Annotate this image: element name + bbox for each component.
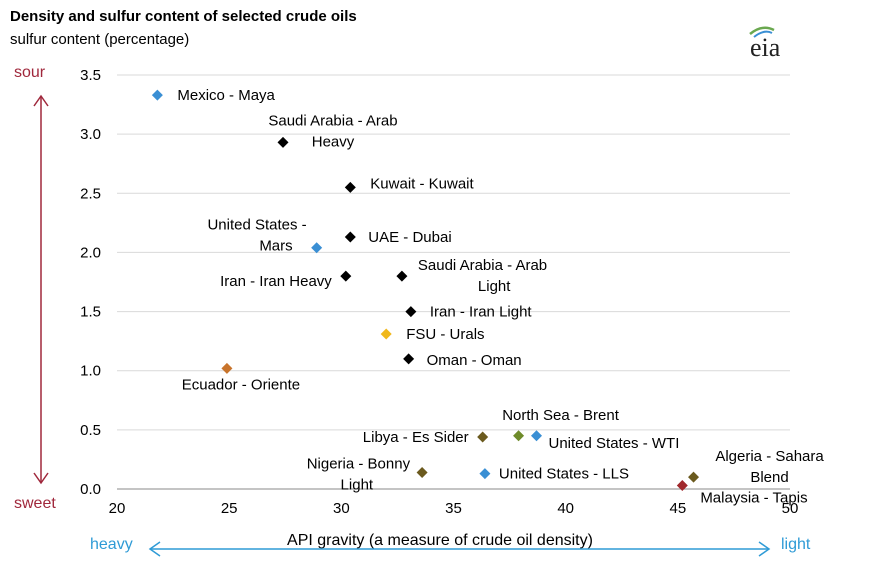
sweet-label: sweet bbox=[14, 495, 56, 512]
point-label-libya-es-sider: Libya - Es Sider bbox=[363, 429, 469, 446]
y-tick-label: 3.5 bbox=[80, 67, 101, 84]
eia-logo: eia bbox=[749, 26, 781, 62]
chart-subtitle: sulfur content (percentage) bbox=[10, 31, 190, 48]
eia-logo-text: eia bbox=[750, 33, 781, 62]
point-united-states-mars bbox=[311, 242, 323, 254]
arrow-down-icon bbox=[33, 472, 49, 485]
point-label-malaysia-tapis: Malaysia - Tapis bbox=[700, 489, 807, 506]
y-tick-label: 1.0 bbox=[80, 363, 101, 380]
point-label-saudi-arabia-arab-light: Saudi Arabia - Arab Light bbox=[418, 257, 547, 295]
point-label-nigeria-bonny-light: Nigeria - Bonny Light bbox=[307, 455, 411, 493]
x-tick-label: 50 bbox=[782, 500, 799, 517]
chart-title: Density and sulfur content of selected c… bbox=[10, 8, 357, 25]
point-label-iran-iran-heavy: Iran - Iran Heavy bbox=[220, 273, 332, 290]
point-label-ecuador-oriente: Ecuador - Oriente bbox=[182, 376, 300, 393]
point-label-kuwait-kuwait: Kuwait - Kuwait bbox=[370, 175, 474, 192]
point-label-fsu-urals: FSU - Urals bbox=[406, 326, 484, 343]
point-kuwait-kuwait bbox=[344, 181, 356, 193]
point-label-uae-dubai: UAE - Dubai bbox=[368, 229, 451, 246]
light-label: light bbox=[781, 536, 811, 553]
point-mexico-maya bbox=[151, 89, 163, 101]
point-libya-es-sider bbox=[477, 431, 489, 443]
point-label-saudi-arabia-arab-heavy: Saudi Arabia - Arab Heavy bbox=[268, 112, 397, 150]
point-label-united-states-wti: United States - WTI bbox=[549, 435, 680, 452]
heavy-label: heavy bbox=[90, 536, 133, 553]
point-iran-iran-heavy bbox=[340, 270, 352, 282]
x-tick-label: 20 bbox=[109, 500, 126, 517]
arrow-right-icon bbox=[758, 541, 771, 557]
point-nigeria-bonny-light bbox=[416, 466, 428, 478]
point-fsu-urals bbox=[380, 328, 392, 340]
point-label-oman-oman: Oman - Oman bbox=[427, 352, 522, 369]
point-malaysia-tapis bbox=[676, 479, 688, 491]
point-saudi-arabia-arab-light bbox=[396, 270, 408, 282]
y-tick-label: 2.0 bbox=[80, 244, 101, 261]
point-label-algeria-sahara-blend: Algeria - Sahara Blend bbox=[715, 448, 824, 486]
y-tick-label: 2.5 bbox=[80, 185, 101, 202]
point-label-united-states-mars: United States -Mars bbox=[207, 217, 306, 255]
point-oman-oman bbox=[403, 353, 415, 365]
point-uae-dubai bbox=[344, 231, 356, 243]
arrow-up-icon bbox=[33, 94, 49, 107]
point-ecuador-oriente bbox=[221, 362, 233, 374]
point-label-north-sea-brent: North Sea - Brent bbox=[502, 407, 620, 424]
point-label-united-states-lls: United States - LLS bbox=[499, 466, 629, 483]
x-tick-label: 25 bbox=[221, 500, 238, 517]
point-label-iran-iran-light: Iran - Iran Light bbox=[430, 304, 533, 321]
point-label-mexico-maya: Mexico - Maya bbox=[177, 87, 275, 104]
y-tick-label: 3.0 bbox=[80, 126, 101, 143]
x-axis-title: API gravity (a measure of crude oil dens… bbox=[287, 532, 593, 549]
y-tick-label: 0.0 bbox=[80, 481, 101, 498]
point-united-states-lls bbox=[479, 468, 491, 480]
y-tick-label: 0.5 bbox=[80, 422, 101, 439]
sour-label: sour bbox=[14, 64, 46, 81]
point-algeria-sahara-blend bbox=[688, 471, 700, 483]
point-iran-iran-light bbox=[405, 306, 417, 318]
x-tick-label: 45 bbox=[669, 500, 686, 517]
point-north-sea-brent bbox=[513, 430, 525, 442]
x-tick-label: 40 bbox=[557, 500, 574, 517]
x-tick-label: 35 bbox=[445, 500, 462, 517]
point-saudi-arabia-arab-heavy bbox=[277, 136, 289, 148]
arrow-left-icon bbox=[148, 541, 161, 557]
point-united-states-wti bbox=[531, 430, 543, 442]
y-tick-label: 1.5 bbox=[80, 304, 101, 321]
x-tick-label: 30 bbox=[333, 500, 350, 517]
